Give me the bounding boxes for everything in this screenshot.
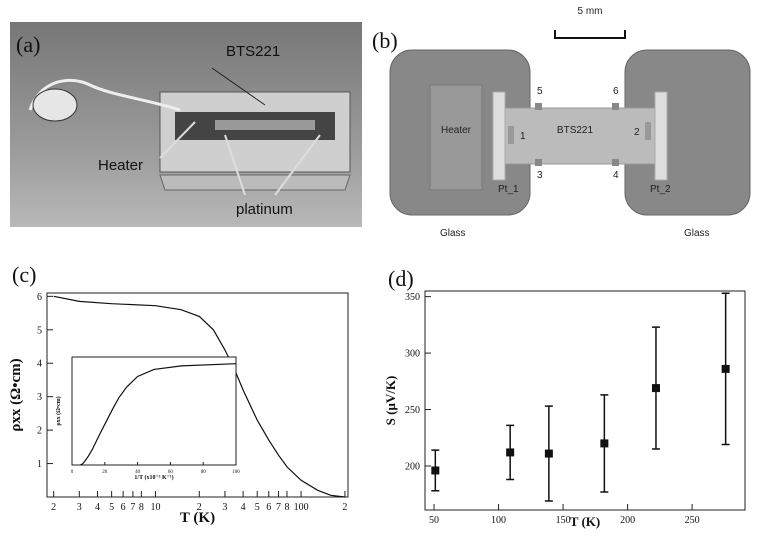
y-tick-label: 5 — [37, 325, 42, 336]
y-tick-label: 4 — [37, 359, 42, 370]
y-tick-label: 300 — [405, 349, 420, 360]
plot-frame — [71, 356, 237, 466]
pt-label: Pt_2 — [650, 184, 671, 195]
x-tick-label: 10 — [150, 502, 160, 513]
marker — [544, 449, 553, 458]
contact-label: 1 — [520, 131, 526, 142]
x-tick-label: 3 — [222, 502, 227, 513]
y-axis-label: ρxx (Ω•cm) — [55, 396, 62, 425]
contact-label: 3 — [537, 170, 543, 181]
y-tick-label: 250 — [405, 405, 420, 416]
panel-label: (b) — [372, 28, 398, 53]
x-tick-label: 50 — [429, 515, 439, 526]
marker — [431, 466, 440, 475]
plot-frame — [424, 290, 746, 511]
x-tick-label: 6 — [266, 502, 271, 513]
y-axis-label: ρxx (Ω•cm) — [8, 358, 24, 431]
photo-label: Heater — [98, 157, 143, 174]
y-tick-label: 3 — [37, 392, 42, 403]
x-tick-label: 7 — [276, 502, 281, 513]
x-tick-label: 2 — [197, 502, 202, 513]
x-tick-label: 100 — [232, 470, 240, 475]
y-tick-label: 200 — [405, 461, 420, 472]
curve — [53, 295, 345, 498]
marker — [721, 364, 730, 373]
marker — [506, 448, 515, 457]
scale-label: 5 mm — [578, 6, 603, 17]
x-tick-label: 20 — [102, 470, 108, 475]
y-tick-label: 6 — [37, 292, 42, 303]
diagram: (b) 5 mm Heater BTS221 1 2 3 4 5 6 Pt_1 … — [372, 6, 751, 239]
x-tick-label: 200 — [620, 515, 635, 526]
contact-label: 2 — [634, 127, 640, 138]
x-tick-label: 8 — [284, 502, 289, 513]
x-tick-label: 250 — [685, 515, 700, 526]
curve — [79, 363, 237, 466]
contact-label: 4 — [613, 170, 619, 181]
marker — [651, 384, 660, 393]
photo: (a) BTS221 Heater platinum — [10, 22, 362, 227]
x-tick-label: 8 — [139, 502, 144, 513]
glass-label: Glass — [440, 228, 466, 239]
x-tick-label: 6 — [121, 502, 126, 513]
x-tick-label: 5 — [109, 502, 114, 513]
x-tick-label: 2 — [51, 502, 56, 513]
photo-label: BTS221 — [226, 43, 280, 60]
x-tick-label: 60 — [168, 470, 174, 475]
x-tick-label: 80 — [201, 470, 207, 475]
contact-label: 5 — [537, 86, 543, 97]
x-tick-label: 3 — [77, 502, 82, 513]
x-tick-label: 100 — [294, 502, 309, 513]
panel-label: (d) — [388, 266, 414, 291]
x-tick-label: 4 — [241, 502, 246, 513]
marker — [600, 439, 609, 448]
x-tick-label: 2 — [342, 502, 347, 513]
x-axis-label: T (K) — [180, 510, 215, 526]
y-axis-label: S (μV/K) — [383, 376, 398, 426]
x-tick-label: 7 — [130, 502, 135, 513]
pt-label: Pt_1 — [498, 184, 519, 195]
panel-label: (c) — [12, 262, 36, 287]
y-tick-label: 350 — [405, 292, 420, 303]
x-tick-label: 4 — [95, 502, 100, 513]
y-tick-label: 1 — [37, 459, 42, 470]
contact-label: 6 — [613, 86, 619, 97]
x-tick-label: 150 — [556, 515, 571, 526]
panel-label: (a) — [16, 32, 40, 57]
x-axis-label: T (K) — [570, 514, 600, 529]
sample-label: BTS221 — [557, 125, 594, 136]
x-tick-label: 40 — [135, 470, 141, 475]
heater-label: Heater — [441, 125, 472, 136]
y-tick-label: 2 — [37, 426, 42, 437]
x-tick-label: 0 — [71, 470, 74, 475]
x-tick-label: 100 — [491, 515, 506, 526]
photo-label: platinum — [236, 201, 293, 218]
glass-label: Glass — [684, 228, 710, 239]
x-axis-label: 1/T (x10⁻³ K⁻¹) — [134, 474, 173, 481]
x-tick-label: 5 — [255, 502, 260, 513]
